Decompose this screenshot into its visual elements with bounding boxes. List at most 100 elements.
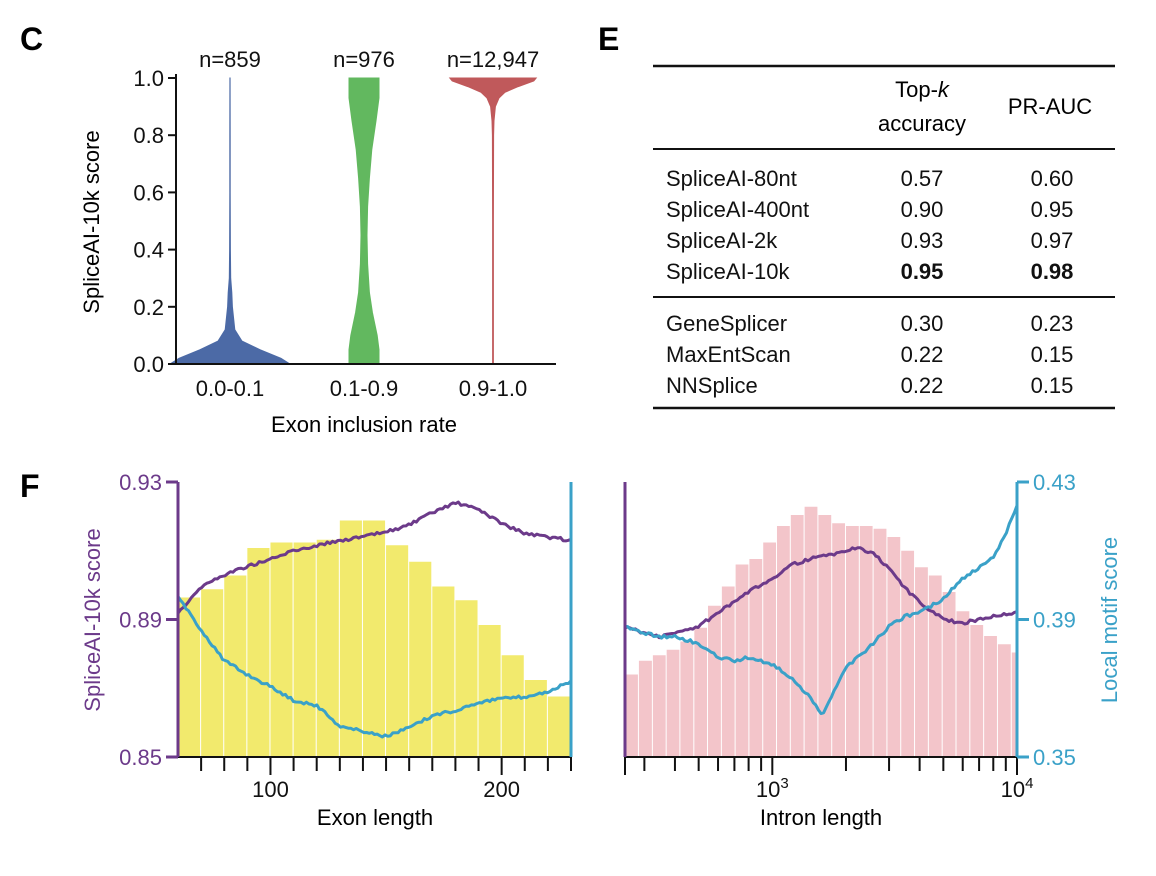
table-cell-prauc: 0.97 [1031,228,1074,253]
histogram-bar [749,559,763,757]
x-tick-label: 103 [756,775,789,802]
line-series [624,504,1019,715]
histogram-bar [666,649,680,757]
y-tick-label: 0.8 [133,123,164,148]
tick-exponent: 3 [780,775,788,792]
y-tick-label: 0.2 [133,295,164,320]
table-rows-spliceai: SpliceAI-80nt 0.57 0.60 SpliceAI-400nt 0.90 0… [666,166,1073,284]
histogram-bar [832,523,845,757]
table-row-name: GeneSplicer [666,311,787,336]
count-label: n=12,947 [447,47,539,72]
x-tick-label: 200 [483,777,520,802]
histogram-bar [386,545,409,757]
panel-letter-f: F [20,468,40,504]
table-cell-topk: 0.95 [901,259,944,284]
x-axis-label: Exon length [317,805,433,830]
y-tick-label-left: 0.89 [119,608,162,633]
series-line-right [176,595,573,739]
panel-letter-e: E [598,21,619,57]
y-tick-label-right: 0.39 [1033,608,1076,633]
table-rows-other: GeneSplicer 0.30 0.23 MaxEntScan 0.22 0.15 NNS… [666,311,1073,398]
y-tick-label: 0.6 [133,180,164,205]
table-cell-topk: 0.30 [901,311,944,336]
y-axis-label-right: Local motif score [1097,537,1122,703]
tick-base: 10 [756,777,780,802]
histogram-bar [455,600,478,757]
column-header-prauc: PR-AUC [1008,94,1092,119]
table-row-name: NNSplice [666,373,758,398]
histogram-bar [873,528,887,757]
histogram-bar [776,526,790,757]
violin-group [168,77,538,365]
table-cell-prauc: 0.23 [1031,311,1074,336]
panel-letter-c: C [20,21,43,57]
table-row-name: MaxEntScan [666,342,791,367]
histogram-bar [201,589,224,757]
count-label: n=976 [333,47,395,72]
table-cell-prauc: 0.15 [1031,342,1074,367]
x-tick-label: 100 [252,777,289,802]
histogram-bar [804,506,818,757]
histogram-bar [625,674,638,757]
table-row-name: SpliceAI-2k [666,228,778,253]
violin-chart: n=859 n=976 n=12,947 0.0 0.2 0.4 0.6 0.8 1.0 0.… [79,47,556,437]
histogram-bar [956,611,970,757]
histogram-bar [478,625,501,757]
tick-base: 10 [1001,777,1025,802]
y-tick-label: 1.0 [133,66,164,91]
histogram-bar [501,655,524,757]
table-cell-topk: 0.22 [901,342,944,367]
count-labels: n=859 n=976 n=12,947 [199,47,539,72]
y-tick-label: 0.4 [133,238,164,263]
histogram-bar [887,537,901,757]
y-axis-label-left: SpliceAI-10k score [80,528,105,711]
column-header-topk: Top-k [895,77,950,102]
table-cell-topk: 0.90 [901,197,944,222]
y-tick-label-right: 0.35 [1033,745,1076,770]
histogram-bar [984,636,997,757]
table-row-name: SpliceAI-400nt [666,197,809,222]
line-series [176,500,573,739]
axes: 100 200 0.85 0.89 0.93 [119,470,573,802]
x-tick-label: 0.9-1.0 [459,376,528,401]
table-row-name: SpliceAI-80nt [666,166,797,191]
table-cell-topk: 0.93 [901,228,944,253]
histogram-bar [818,515,832,757]
histogram-bar [638,660,652,757]
x-tick-label: 0.0-0.1 [196,376,265,401]
table-cell-topk: 0.57 [901,166,944,191]
table-cell-prauc: 0.98 [1031,259,1074,284]
histogram-bar [790,515,804,757]
series-line-right [624,504,1019,715]
tick-exponent: 4 [1025,775,1033,792]
histogram-bar [845,526,859,757]
x-tick-label: 0.1-0.9 [330,376,399,401]
exon-length-chart: 100 200 0.85 0.89 0.93 Exon length SpliceAI-… [80,470,573,830]
histogram-bar [524,680,547,757]
histogram-bar [694,627,708,757]
series-line-left [624,546,1018,640]
table-cell-prauc: 0.95 [1031,197,1074,222]
histogram-bar [293,542,316,757]
histogram-bar [915,567,928,757]
violin-0.0-0.1 [168,77,292,365]
histogram-bar [247,548,270,757]
table-cell-prauc: 0.15 [1031,373,1074,398]
histogram-bar [901,550,915,757]
x-axis-label: Exon inclusion rate [271,412,457,437]
histogram-bar [409,561,432,757]
y-tick-label-left: 0.85 [119,745,162,770]
histogram-bar [270,542,293,757]
column-header-topk-line2: accuracy [878,111,966,136]
histogram-bar [339,520,362,757]
series-line-left [176,500,572,615]
histogram-bar [362,520,386,757]
x-tick-label: 104 [1001,775,1034,802]
table-row-name: SpliceAI-10k [666,259,791,284]
table-cell-topk: 0.22 [901,373,944,398]
count-label: n=859 [199,47,261,72]
y-tick-label: 0.0 [133,352,164,377]
x-axis: 0.0-0.1 0.1-0.9 0.9-1.0 [176,363,556,401]
